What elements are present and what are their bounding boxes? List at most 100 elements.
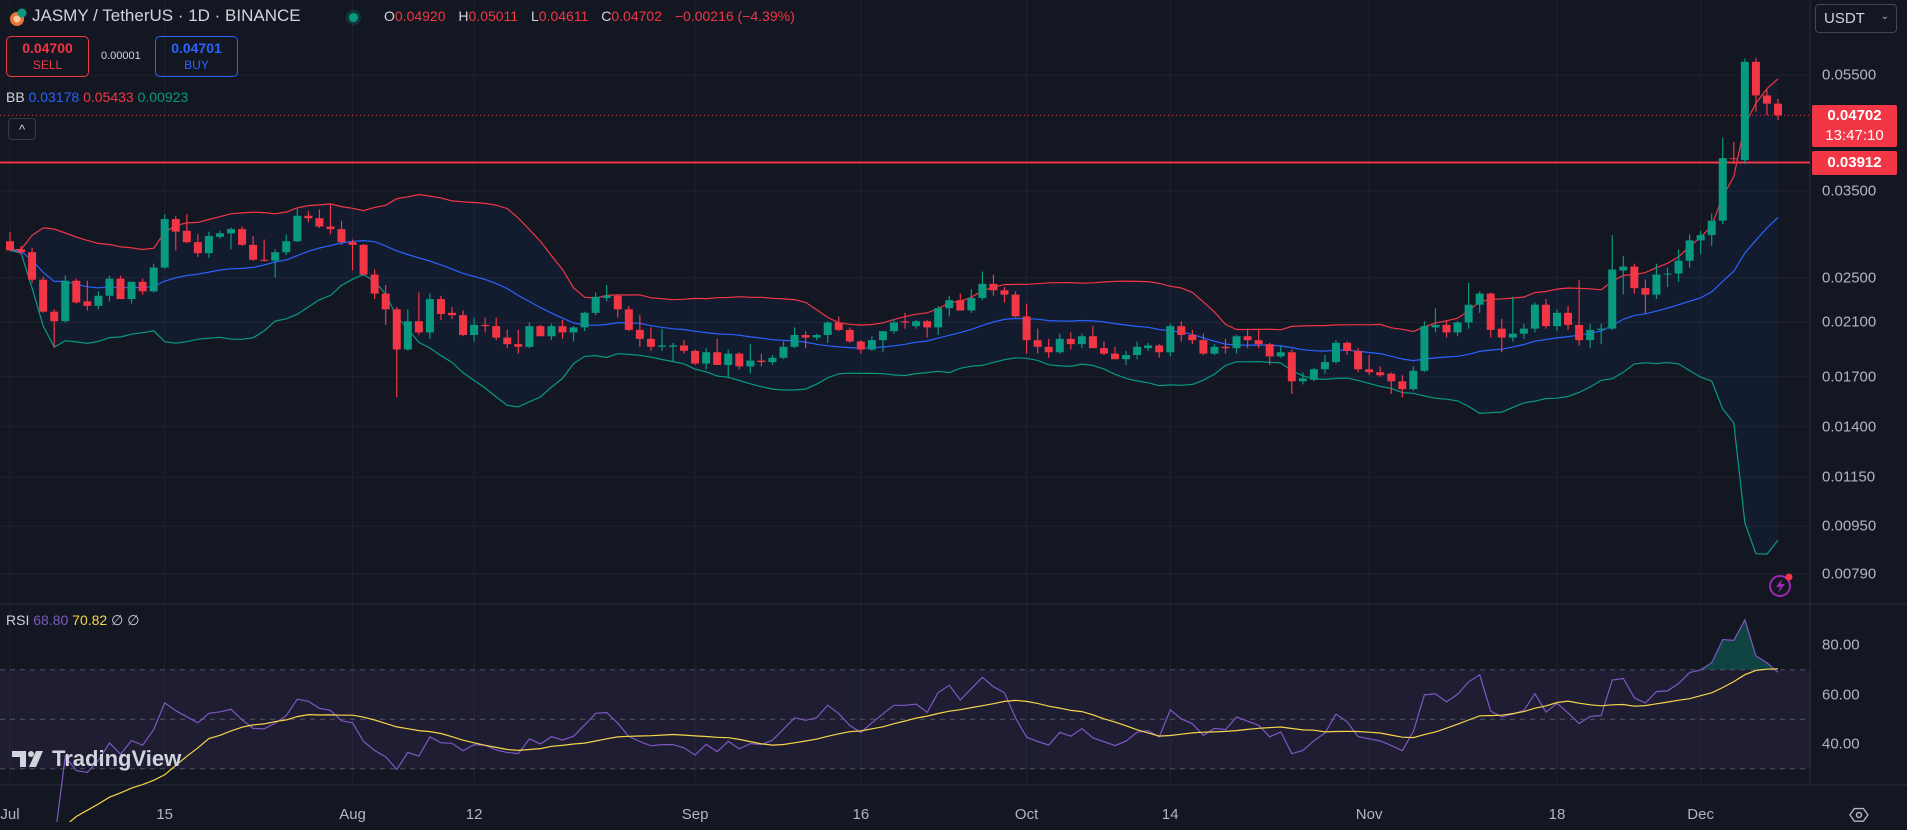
candle-body xyxy=(1254,340,1263,345)
rsi-value: 68.80 xyxy=(33,612,69,628)
candle-body xyxy=(1674,260,1683,274)
candle-body xyxy=(724,353,733,365)
last-price-label: 0.04702 13:47:10 xyxy=(1812,105,1897,147)
candle-body xyxy=(1696,235,1705,241)
candle-body xyxy=(569,327,578,333)
high-label: H xyxy=(458,8,469,24)
time-axis-label: Oct xyxy=(1014,806,1039,823)
candle-body xyxy=(39,279,48,312)
candle-body xyxy=(536,326,545,337)
ohlc-legend: O0.04920 H0.05011 L0.04611 C0.04702 −0.0… xyxy=(384,8,804,24)
candle-body xyxy=(735,353,744,367)
candle-body xyxy=(470,324,479,335)
rsi-ma-line xyxy=(68,668,1779,822)
candle-body xyxy=(1232,336,1241,349)
candle-body xyxy=(823,322,832,335)
rsi-axis-label: 80.00 xyxy=(1822,636,1860,654)
currency-select[interactable]: USDT ⌄ xyxy=(1815,4,1897,33)
candle-body xyxy=(1541,304,1550,327)
candle-body xyxy=(1398,381,1407,390)
rsi-extra-value-2: ∅ xyxy=(127,612,140,628)
candle-body xyxy=(215,233,224,237)
candle-body xyxy=(1133,346,1142,356)
candle-body xyxy=(193,242,202,254)
candle-body xyxy=(1166,326,1175,353)
time-axis-label: 18 xyxy=(1548,806,1566,823)
candle-body xyxy=(392,309,401,350)
candle-body xyxy=(1320,362,1329,370)
candle-body xyxy=(337,229,346,243)
candle-body xyxy=(1663,273,1672,275)
candle-body xyxy=(1718,158,1727,221)
price-axis-label: 0.01400 xyxy=(1822,418,1877,436)
horizontal-line-price-label[interactable]: 0.03912 xyxy=(1812,151,1897,175)
candle-body xyxy=(1387,373,1396,382)
bar-countdown: 13:47:10 xyxy=(1825,127,1884,144)
rsi-axis-label: 40.00 xyxy=(1822,735,1860,753)
candle-body xyxy=(1619,266,1628,271)
bb-legend[interactable]: BB 0.03178 0.05433 0.00923 xyxy=(6,89,188,105)
sell-button[interactable]: 0.04700 SELL xyxy=(6,36,89,77)
open-value: 0.04920 xyxy=(394,8,446,24)
candle-body xyxy=(204,235,213,254)
bb-lower-value: 0.00923 xyxy=(137,89,189,105)
candle-body xyxy=(238,229,247,245)
candle-body xyxy=(1409,370,1418,390)
candle-body xyxy=(1729,158,1738,160)
candle-body xyxy=(547,326,556,337)
candle-body xyxy=(149,267,158,292)
candle-body xyxy=(1033,340,1042,347)
collapse-legend-button[interactable]: ^ xyxy=(8,118,36,140)
candle-body xyxy=(1586,329,1595,341)
candle-body xyxy=(227,229,235,234)
candle-body xyxy=(160,219,169,268)
candle-body xyxy=(1298,378,1307,382)
tradingview-logo-icon xyxy=(12,751,43,767)
bb-basis-value: 0.03178 xyxy=(28,89,80,105)
currency-value: USDT xyxy=(1824,10,1865,27)
tradingview-logo[interactable]: TradingView xyxy=(12,746,181,772)
time-axis-label: Dec xyxy=(1687,806,1714,823)
candle-body xyxy=(558,326,567,333)
buy-button[interactable]: 0.04701 BUY xyxy=(155,36,238,77)
candle-body xyxy=(1575,324,1584,341)
settings-gear-icon[interactable] xyxy=(1849,805,1869,825)
candle-body xyxy=(1332,342,1340,363)
candle-body xyxy=(381,293,390,310)
rsi-line xyxy=(56,618,1779,822)
candle-body xyxy=(1276,352,1285,357)
rsi-label: RSI xyxy=(6,612,30,628)
bb-label: BB xyxy=(6,89,25,105)
rsi-legend[interactable]: RSI 68.80 70.82 ∅ ∅ xyxy=(6,612,139,629)
candle-body xyxy=(1088,336,1097,349)
candle-body xyxy=(525,326,534,347)
tradingview-wordmark: TradingView xyxy=(52,746,182,771)
candle-body xyxy=(1055,338,1064,353)
candle-body xyxy=(812,334,821,338)
candle-body xyxy=(1597,328,1606,330)
candle-body xyxy=(646,338,655,347)
candle-body xyxy=(1343,342,1352,351)
price-axis-label: 0.00790 xyxy=(1822,565,1877,583)
candle-body xyxy=(481,324,490,327)
candle-body xyxy=(1144,345,1153,349)
candle-body xyxy=(315,218,324,227)
candle-body xyxy=(1210,346,1219,354)
candle-body xyxy=(436,299,445,315)
candle-body xyxy=(591,296,600,313)
lightning-alert-icon[interactable] xyxy=(1768,572,1794,598)
candle-body xyxy=(492,326,501,338)
candle-body xyxy=(1354,350,1363,370)
market-status-icon[interactable] xyxy=(346,10,361,25)
buy-price: 0.04701 xyxy=(171,40,222,56)
candle-body xyxy=(713,352,722,365)
candle-body xyxy=(271,252,280,261)
candle-body xyxy=(1530,304,1539,329)
candle-body xyxy=(249,244,258,260)
candle-body xyxy=(978,283,987,298)
candle-body xyxy=(403,321,412,350)
candle-body xyxy=(1365,369,1374,373)
candle-body xyxy=(580,312,589,328)
symbol-title[interactable]: JASMY / TetherUS · 1D · BINANCE xyxy=(32,6,301,25)
